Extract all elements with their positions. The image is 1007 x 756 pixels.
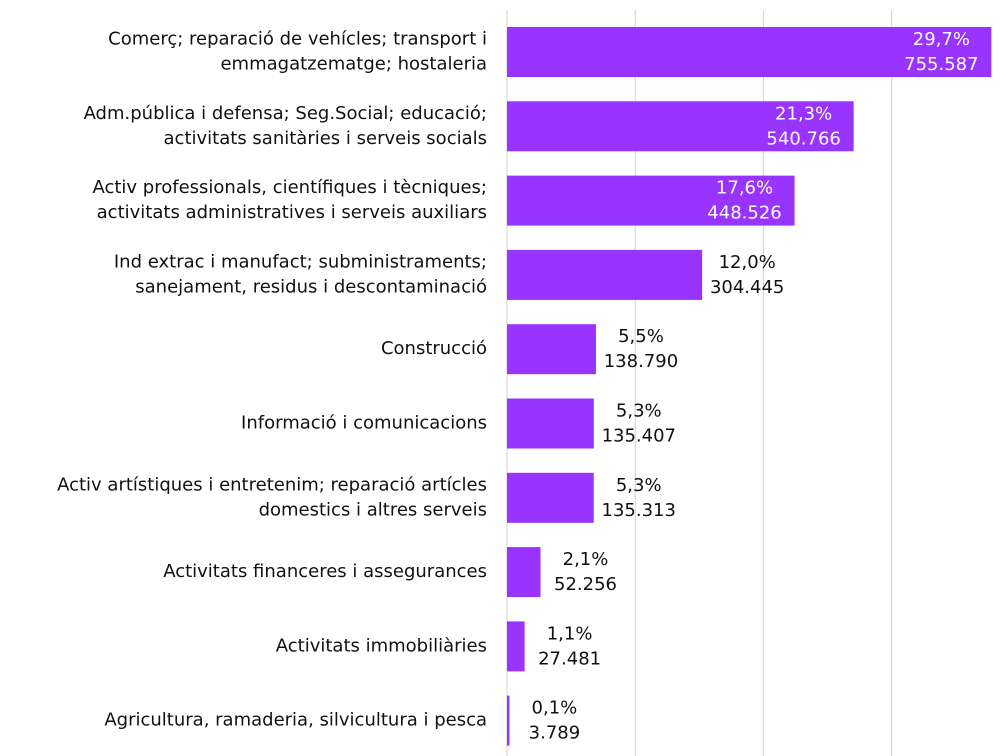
- category-label: Construcció: [381, 338, 487, 359]
- percent-label: 21,3%: [775, 103, 832, 124]
- category-label: Activitats financeres i assegurances: [163, 561, 487, 582]
- percent-label: 0,1%: [532, 698, 578, 719]
- bar: [507, 398, 594, 449]
- bar: [507, 472, 594, 523]
- category-label: activitats sanitàries i serveis socials: [164, 128, 487, 149]
- category-label: activitats administratives i serveis aux…: [97, 202, 487, 223]
- value-label: 27.481: [538, 648, 601, 669]
- percent-label: 1,1%: [547, 623, 593, 644]
- bar: [507, 695, 510, 746]
- category-label: domestics i altres serveis: [259, 499, 487, 520]
- category-label: Comerç; reparació de vehícles; transport…: [108, 29, 487, 50]
- percent-label: 17,6%: [716, 178, 773, 199]
- value-label: 138.790: [604, 351, 678, 372]
- bar: [507, 547, 541, 598]
- category-label: emmagatzematge; hostaleria: [220, 54, 487, 75]
- category-label: Activ artístiques i entretenim; reparaci…: [57, 474, 487, 495]
- bar: [507, 621, 525, 672]
- value-label: 755.587: [904, 54, 978, 75]
- bar: [507, 27, 992, 77]
- category-label: Agricultura, ramaderia, silvicultura i p…: [104, 710, 487, 731]
- percent-label: 12,0%: [719, 252, 776, 273]
- percent-label: 2,1%: [563, 549, 609, 570]
- value-label: 52.256: [554, 574, 617, 595]
- percent-label: 5,3%: [616, 475, 662, 496]
- percent-label: 5,5%: [618, 326, 664, 347]
- value-label: 3.789: [529, 723, 581, 744]
- value-label: 135.313: [602, 500, 676, 521]
- category-label: Adm.pública i defensa; Seg.Social; educa…: [84, 103, 487, 124]
- value-label: 448.526: [707, 203, 781, 224]
- percent-label: 5,3%: [616, 401, 662, 422]
- category-label: Activitats immobiliàries: [276, 635, 487, 656]
- bar: [507, 101, 854, 152]
- category-label: Ind extrac i manufact; subministraments;: [114, 251, 487, 272]
- bar: [507, 324, 596, 375]
- category-label: Activ professionals, científiques i tècn…: [92, 177, 487, 198]
- category-label: sanejament, residus i descontaminació: [135, 276, 487, 297]
- percent-label: 29,7%: [913, 29, 970, 50]
- value-label: 135.407: [602, 426, 676, 447]
- bar: [507, 249, 703, 300]
- category-label: Informació i comunicacions: [241, 413, 487, 434]
- value-label: 304.445: [710, 277, 784, 298]
- bar: [507, 175, 795, 226]
- value-label: 540.766: [766, 128, 840, 149]
